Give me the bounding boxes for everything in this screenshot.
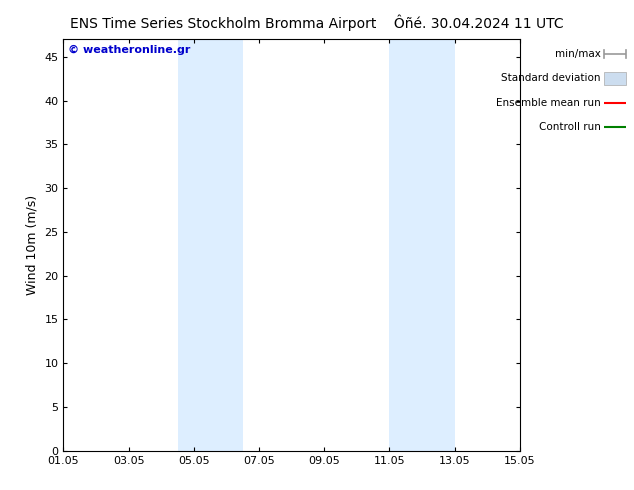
Text: min/max: min/max: [555, 49, 600, 59]
Y-axis label: Wind 10m (m/s): Wind 10m (m/s): [26, 195, 39, 295]
Text: © weatheronline.gr: © weatheronline.gr: [68, 46, 190, 55]
Text: Controll run: Controll run: [539, 122, 600, 132]
Text: Standard deviation: Standard deviation: [501, 74, 600, 83]
Text: ENS Time Series Stockholm Bromma Airport    Ôñé. 30.04.2024 11 UTC: ENS Time Series Stockholm Bromma Airport…: [70, 15, 564, 31]
Bar: [389, 39, 455, 451]
Bar: [178, 39, 243, 451]
Text: Ensemble mean run: Ensemble mean run: [496, 98, 600, 108]
FancyBboxPatch shape: [604, 72, 626, 85]
